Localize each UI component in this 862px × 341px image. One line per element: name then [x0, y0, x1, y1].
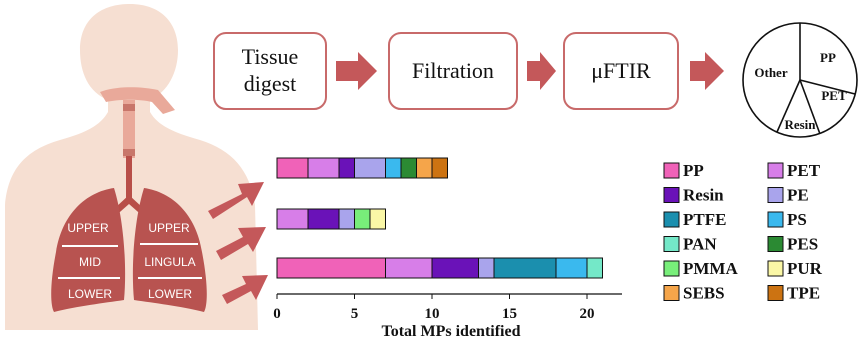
- legend-label-pp: PP: [683, 161, 704, 180]
- workflow-step-filtration: [388, 32, 518, 110]
- workflow: Tissue digest Filtration μFTIR: [213, 32, 724, 110]
- left-lung-upper-label: UPPER: [148, 221, 190, 235]
- legend-label-tpe: TPE: [787, 284, 820, 303]
- legend-swatch-pes: [767, 236, 784, 252]
- bar-segment-resin: [307, 208, 340, 230]
- legend-label-pet: PET: [787, 161, 821, 180]
- right-lung-upper-label: UPPER: [67, 221, 109, 235]
- legend-label-sebs: SEBS: [683, 284, 725, 303]
- bar-segment-ptfe: [493, 257, 557, 279]
- bar-segment-pe: [478, 257, 495, 279]
- bar-segment-pet: [385, 257, 433, 279]
- x-tick-label: 0: [273, 306, 281, 322]
- bar-segment-pp: [276, 157, 309, 179]
- legend-swatch-tpe: [767, 285, 784, 301]
- legend-swatch-pet: [767, 162, 784, 179]
- legend-label-pe: PE: [787, 186, 809, 205]
- lung-arrows: [208, 182, 268, 304]
- arrow-icon: [690, 52, 724, 90]
- arrow-icon: [208, 182, 264, 219]
- bar-segment-pet: [307, 157, 340, 179]
- workflow-step-digest-line1: Tissue: [242, 44, 299, 69]
- workflow-step-ftir-label: μFTIR: [591, 58, 651, 83]
- pie-label-pp: PP: [820, 50, 836, 65]
- arrow-icon: [216, 227, 266, 260]
- right-lung-mid-label: MID: [79, 255, 101, 269]
- bar-segment-ps: [555, 257, 588, 279]
- legend-label-pes: PES: [787, 235, 818, 254]
- stacked-bar-chart: Total MPs identified 0 5 10 15 20: [273, 157, 622, 340]
- bar-segment-tpe: [431, 157, 448, 179]
- bar-segment-pan: [586, 257, 603, 279]
- right-lung-lower-label: LOWER: [68, 287, 112, 301]
- legend-label-pmma: PMMA: [683, 259, 738, 278]
- workflow-step-ftir: [563, 32, 679, 110]
- lungs: UPPER MID LOWER UPPER LINGULA LOWER: [51, 188, 207, 312]
- legend-swatch-pp: [663, 162, 680, 179]
- bar-segment-pes: [400, 157, 417, 179]
- bar-segment-resin: [338, 157, 355, 179]
- x-tick-label: 15: [502, 306, 517, 322]
- right-lung: [51, 188, 126, 312]
- bar-segment-pet: [276, 208, 309, 230]
- left-lung-lingula-label: LINGULA: [144, 255, 195, 269]
- bar-segment-pmma: [354, 208, 371, 230]
- bar-segment-pe: [338, 208, 355, 230]
- x-tick-label: 20: [580, 306, 595, 322]
- legend-swatch-pmma: [663, 260, 680, 277]
- pie-label-resin: Resin: [784, 117, 816, 132]
- bar-segment-pe: [354, 157, 386, 179]
- bar-segment-pp: [276, 257, 386, 279]
- arrow-icon: [336, 52, 377, 90]
- left-lung-lower-label: LOWER: [148, 287, 192, 301]
- workflow-step-digest: [213, 32, 327, 110]
- bar-segment-resin: [431, 257, 479, 279]
- bar-segment-pur: [369, 208, 386, 230]
- pie-label-pet: PET: [821, 88, 847, 103]
- arrow-icon: [527, 52, 556, 90]
- legend-label-resin: Resin: [683, 186, 724, 205]
- legend-swatch-ptfe: [663, 211, 680, 228]
- legend-swatch-pur: [767, 260, 784, 277]
- workflow-step-filtration-label: Filtration: [412, 58, 494, 83]
- legend-label-ptfe: PTFE: [683, 210, 726, 229]
- pie-chart: PP PET Resin Other: [742, 22, 858, 138]
- workflow-step-digest-line2: digest: [244, 71, 297, 96]
- legend-swatch-pan: [663, 236, 680, 252]
- legend-swatch-pe: [767, 187, 784, 203]
- legend-label-pan: PAN: [683, 235, 717, 254]
- legend: PP PET Resin PE PTFE PS PAN PES PMMA PUR SEBS TPE: [663, 161, 823, 303]
- legend-label-pur: PUR: [787, 259, 823, 278]
- pie-label-other: Other: [754, 65, 787, 80]
- legend-swatch-ps: [767, 211, 784, 228]
- bar-segment-ps: [385, 157, 402, 179]
- legend-swatch-sebs: [663, 285, 680, 301]
- x-tick-label: 10: [425, 306, 440, 322]
- bar-segment-sebs: [416, 157, 433, 179]
- x-tick-label: 5: [351, 306, 359, 322]
- arrow-icon: [222, 275, 268, 304]
- legend-swatch-resin: [663, 187, 680, 203]
- left-lung: [132, 188, 207, 312]
- x-axis-label: Total MPs identified: [382, 323, 521, 340]
- legend-label-ps: PS: [787, 210, 807, 229]
